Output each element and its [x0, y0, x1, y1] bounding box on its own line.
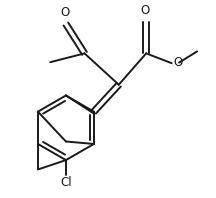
Text: O: O: [141, 4, 150, 17]
Text: Cl: Cl: [60, 176, 72, 189]
Text: O: O: [174, 56, 183, 69]
Text: O: O: [60, 6, 70, 19]
